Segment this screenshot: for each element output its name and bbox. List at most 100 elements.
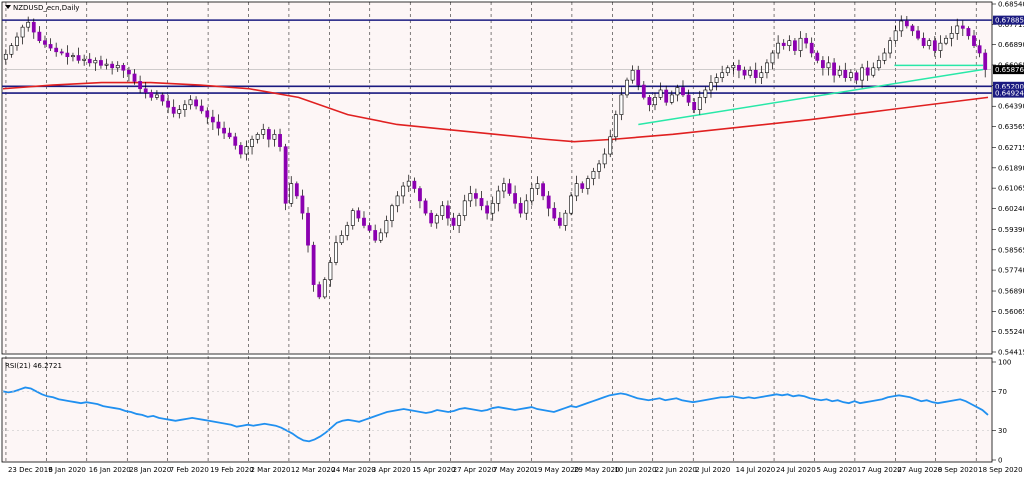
- candle-down[interactable]: [238, 145, 243, 155]
- candle-down[interactable]: [48, 44, 53, 49]
- candle-down[interactable]: [227, 132, 232, 138]
- candle-down[interactable]: [121, 65, 126, 71]
- candle-up[interactable]: [15, 36, 19, 46]
- candle-up[interactable]: [155, 94, 159, 98]
- candle-down[interactable]: [300, 195, 305, 214]
- candle-up[interactable]: [328, 262, 333, 280]
- candle-down[interactable]: [641, 84, 646, 98]
- candle-down[interactable]: [904, 20, 909, 27]
- candle-up[interactable]: [3, 53, 8, 60]
- candle-up[interactable]: [378, 232, 383, 241]
- candle-up[interactable]: [468, 193, 473, 202]
- candle-up[interactable]: [888, 40, 892, 54]
- candle-up[interactable]: [876, 60, 881, 69]
- candle-up[interactable]: [529, 188, 534, 202]
- candle-down[interactable]: [171, 106, 176, 114]
- candle-up[interactable]: [826, 62, 831, 69]
- candle-down[interactable]: [266, 129, 271, 140]
- candle-down[interactable]: [809, 42, 814, 54]
- candle-down[interactable]: [418, 188, 422, 202]
- candle-down[interactable]: [143, 88, 148, 93]
- candle-down[interactable]: [76, 55, 81, 61]
- candle-up[interactable]: [770, 52, 775, 64]
- candle-down[interactable]: [546, 195, 551, 209]
- candle-up[interactable]: [574, 183, 579, 197]
- candle-up[interactable]: [709, 82, 713, 91]
- candle-down[interactable]: [983, 52, 988, 70]
- candle-up[interactable]: [9, 45, 14, 55]
- candle-up[interactable]: [569, 195, 573, 214]
- candle-down[interactable]: [210, 116, 215, 123]
- candle-up[interactable]: [395, 195, 400, 207]
- candle-down[interactable]: [367, 225, 372, 231]
- candle-up[interactable]: [82, 58, 87, 61]
- candle-down[interactable]: [916, 30, 920, 39]
- candle-up[interactable]: [339, 235, 344, 244]
- candle-down[interactable]: [311, 244, 316, 285]
- candle-up[interactable]: [955, 25, 960, 34]
- candle-up[interactable]: [20, 26, 25, 38]
- candle-up[interactable]: [384, 220, 389, 234]
- candle-down[interactable]: [138, 81, 143, 90]
- candle-down[interactable]: [59, 51, 64, 54]
- candle-up[interactable]: [177, 109, 182, 114]
- candle-down[interactable]: [317, 284, 322, 298]
- candle-up[interactable]: [893, 30, 898, 42]
- candle-down[interactable]: [960, 25, 965, 29]
- candle-up[interactable]: [244, 146, 249, 155]
- candle-up[interactable]: [434, 215, 439, 224]
- candle-down[interactable]: [793, 40, 797, 51]
- candle-down[interactable]: [664, 89, 669, 103]
- candle-down[interactable]: [753, 69, 758, 78]
- candle-up[interactable]: [345, 225, 350, 236]
- candle-down[interactable]: [99, 60, 103, 66]
- candle-up[interactable]: [350, 210, 355, 226]
- candle-down[interactable]: [446, 205, 450, 219]
- candle-up[interactable]: [949, 33, 954, 39]
- candle-up[interactable]: [115, 65, 120, 69]
- candle-down[interactable]: [966, 28, 971, 37]
- candle-up[interactable]: [725, 67, 730, 74]
- candle-up[interactable]: [462, 200, 467, 216]
- candle-down[interactable]: [54, 47, 59, 53]
- candle-up[interactable]: [669, 94, 674, 103]
- candle-down[interactable]: [194, 99, 198, 107]
- candle-down[interactable]: [37, 31, 42, 42]
- candle-up[interactable]: [860, 67, 864, 81]
- candle-up[interactable]: [625, 79, 629, 96]
- candle-down[interactable]: [781, 42, 786, 46]
- candle-down[interactable]: [43, 40, 47, 45]
- candle-up[interactable]: [289, 183, 294, 204]
- candle-down[interactable]: [742, 69, 747, 76]
- rsi-panel[interactable]: [1, 357, 993, 463]
- candle-up[interactable]: [261, 129, 266, 135]
- candle-down[interactable]: [362, 217, 366, 226]
- candle-up[interactable]: [899, 20, 904, 32]
- candle-up[interactable]: [334, 242, 338, 263]
- candle-down[interactable]: [921, 37, 926, 46]
- candle-up[interactable]: [798, 37, 803, 51]
- candle-down[interactable]: [278, 134, 282, 147]
- candle-down[interactable]: [412, 180, 417, 189]
- candle-up[interactable]: [93, 60, 98, 64]
- candle-up[interactable]: [535, 183, 540, 189]
- candle-down[interactable]: [815, 52, 820, 61]
- dropdown-triangle-icon[interactable]: [5, 5, 11, 9]
- candle-down[interactable]: [485, 205, 490, 214]
- candle-up[interactable]: [71, 55, 75, 58]
- candle-up[interactable]: [765, 62, 769, 74]
- candle-down[interactable]: [451, 217, 456, 226]
- candle-down[interactable]: [423, 200, 428, 214]
- candle-up[interactable]: [731, 65, 736, 69]
- trend-line[interactable]: [638, 68, 984, 126]
- candle-up[interactable]: [272, 134, 277, 140]
- candle-up[interactable]: [714, 77, 719, 83]
- candle-up[interactable]: [630, 69, 635, 81]
- candle-up[interactable]: [524, 200, 529, 214]
- candle-up[interactable]: [501, 183, 506, 192]
- candle-up[interactable]: [104, 63, 109, 66]
- candle-up[interactable]: [619, 94, 624, 115]
- candle-down[interactable]: [513, 193, 517, 204]
- candle-up[interactable]: [250, 138, 254, 147]
